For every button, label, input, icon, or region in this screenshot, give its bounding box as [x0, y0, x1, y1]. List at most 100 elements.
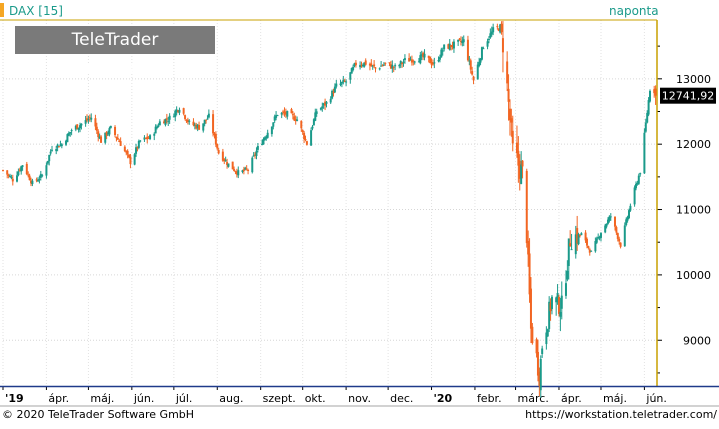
candle-down: [510, 118, 513, 123]
candle-down: [388, 62, 391, 64]
candle-up: [402, 61, 405, 63]
candle-down: [616, 233, 619, 239]
candle-up: [158, 121, 161, 126]
candle-down: [88, 117, 91, 119]
candle-down: [527, 240, 530, 255]
candle-up: [625, 219, 628, 225]
candle-up: [486, 41, 489, 47]
candle-up: [594, 241, 597, 252]
candle-up: [574, 234, 577, 255]
candle-down: [469, 60, 472, 70]
candle-up: [39, 174, 42, 178]
candle-down: [654, 88, 657, 96]
candle-up: [479, 58, 482, 63]
candle-up: [639, 173, 642, 175]
candle-down: [115, 136, 118, 139]
candle-up: [468, 60, 471, 62]
candle-up: [202, 123, 205, 131]
candle-up: [433, 62, 436, 64]
candle-up: [647, 100, 650, 115]
candle-up: [224, 160, 227, 162]
candle-up: [262, 138, 265, 145]
candle-up: [196, 124, 199, 128]
candle-up: [487, 39, 490, 41]
x-tick-label: máj.: [603, 392, 627, 405]
candle-up: [577, 234, 580, 245]
x-tick-label: máj.: [90, 392, 114, 405]
candle-up: [482, 48, 485, 50]
candle-down: [381, 65, 384, 67]
candle-down: [588, 249, 591, 253]
candle-up: [60, 144, 63, 147]
candle-up: [266, 132, 269, 138]
candle-down: [95, 126, 98, 131]
copyright-text: © 2020 TeleTrader Software GmbH: [2, 408, 195, 421]
candle-up: [499, 24, 502, 33]
y-tick-label: 9000: [683, 334, 711, 347]
candle-up: [539, 358, 542, 391]
candle-up: [69, 131, 72, 134]
candle-up: [203, 119, 206, 125]
candle-down: [28, 175, 31, 181]
candle-up: [45, 165, 48, 176]
candle-up: [345, 81, 348, 83]
period-label[interactable]: naponta: [609, 4, 659, 18]
candle-up: [280, 112, 283, 115]
candle-up: [359, 65, 362, 68]
candle-down: [293, 116, 296, 121]
symbol-label[interactable]: DAX [15]: [9, 4, 63, 18]
candle-up: [107, 133, 110, 135]
candle-down: [507, 88, 510, 102]
candle-down: [304, 138, 307, 140]
candle-down: [619, 242, 622, 247]
candle-down: [128, 154, 131, 158]
y-tick-label: 12000: [676, 138, 711, 151]
candle-down: [282, 111, 285, 113]
source-url[interactable]: https://workstation.teletrader.com/: [525, 408, 717, 421]
candle-up: [361, 65, 364, 67]
candle-up: [489, 33, 492, 38]
candle-up: [10, 177, 13, 179]
candle-down: [147, 137, 150, 139]
candle-up: [394, 65, 397, 67]
candle-up: [604, 225, 607, 233]
candle-up: [276, 115, 279, 117]
candle-down: [501, 38, 504, 53]
candle-down: [177, 110, 180, 112]
candle-up: [340, 82, 343, 84]
candle-down: [294, 119, 297, 122]
candle-up: [98, 136, 101, 139]
candle-down: [86, 118, 89, 121]
candle-up: [606, 219, 609, 224]
candle-up: [492, 27, 495, 33]
candle-down: [578, 234, 581, 236]
candle-down: [521, 160, 524, 167]
candle-up: [550, 296, 553, 310]
candle-down: [192, 121, 195, 126]
candle-up: [457, 39, 460, 42]
candle-up: [9, 175, 12, 177]
candle-down: [511, 130, 514, 144]
x-tick-label: júl.: [175, 392, 193, 405]
candle-down: [30, 180, 33, 184]
candle-down: [576, 228, 579, 244]
candle-down: [234, 171, 237, 173]
candle-up: [333, 86, 336, 93]
candle-down: [364, 60, 367, 65]
candle-down: [283, 111, 286, 114]
candle-up: [325, 101, 328, 104]
candle-down: [184, 115, 187, 119]
candle-up: [90, 117, 93, 120]
candle-up: [335, 83, 338, 87]
candle-down: [615, 227, 618, 233]
candle-up: [559, 311, 562, 317]
candle-up: [570, 249, 573, 251]
candle-down: [97, 131, 100, 138]
candle-down: [517, 150, 520, 166]
candle-up: [476, 64, 479, 80]
candle-up: [363, 62, 366, 67]
candle-down: [653, 89, 656, 94]
candle-up: [378, 68, 381, 70]
